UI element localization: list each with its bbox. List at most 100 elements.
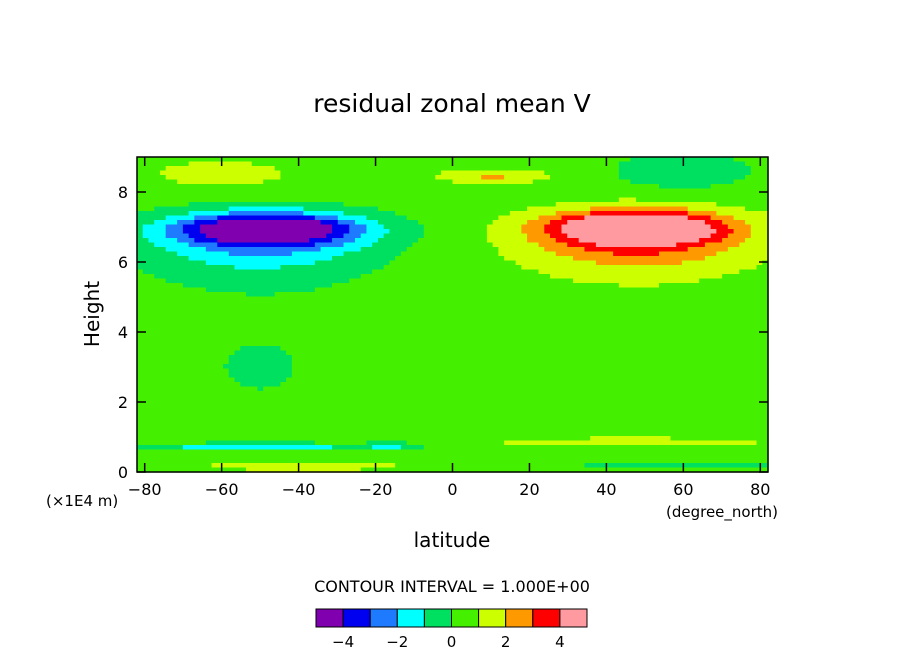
contour-cell xyxy=(607,242,614,248)
contour-cell xyxy=(309,319,316,325)
contour-cell xyxy=(200,197,207,203)
contour-cell xyxy=(481,260,488,266)
contour-cell xyxy=(636,157,643,163)
contour-cell xyxy=(739,256,746,262)
contour-cell xyxy=(291,179,299,185)
contour-cell xyxy=(389,197,396,203)
contour-cell xyxy=(257,328,264,334)
contour-cell xyxy=(200,260,207,266)
contour-cell xyxy=(756,175,763,181)
contour-cell xyxy=(309,179,316,185)
contour-cell xyxy=(360,269,368,275)
contour-cell xyxy=(194,256,201,262)
contour-cell xyxy=(223,319,230,325)
contour-cell xyxy=(429,260,436,266)
contour-cell xyxy=(710,188,717,194)
contour-cell xyxy=(406,296,413,302)
contour-cell xyxy=(653,346,660,352)
contour-cell xyxy=(659,238,666,244)
contour-cell xyxy=(360,283,368,289)
contour-cell xyxy=(630,319,637,325)
contour-cell xyxy=(504,256,511,262)
contour-cell xyxy=(659,305,666,311)
contour-cell xyxy=(458,328,465,334)
contour-cell xyxy=(681,355,689,361)
contour-cell xyxy=(498,337,505,343)
contour-cell xyxy=(676,355,683,361)
contour-cell xyxy=(332,193,339,199)
contour-cell xyxy=(182,161,190,167)
contour-cell xyxy=(211,274,218,280)
contour-cell xyxy=(137,175,144,181)
contour-cell xyxy=(377,305,385,311)
contour-cell xyxy=(676,224,683,230)
contour-cell xyxy=(595,310,603,316)
contour-cell xyxy=(332,179,339,185)
contour-cell xyxy=(148,175,155,181)
contour-cell xyxy=(498,296,505,302)
contour-cell xyxy=(647,193,654,199)
contour-cell xyxy=(240,179,247,185)
contour-cell xyxy=(177,202,184,208)
contour-cell xyxy=(366,283,373,289)
contour-cell xyxy=(613,337,620,343)
chart-title: residual zonal mean V xyxy=(313,89,590,118)
contour-cell xyxy=(595,238,603,244)
contour-cell xyxy=(653,179,660,185)
contour-cell xyxy=(572,260,580,266)
contour-cell xyxy=(601,233,608,239)
contour-cell xyxy=(750,233,758,239)
contour-cell xyxy=(544,283,551,289)
contour-cell xyxy=(297,175,304,181)
contour-cell xyxy=(326,260,333,266)
contour-cell xyxy=(234,175,241,181)
contour-cell xyxy=(486,350,494,356)
contour-cell xyxy=(343,314,350,320)
contour-cell xyxy=(739,292,746,298)
contour-cell xyxy=(727,355,735,361)
contour-cell xyxy=(309,206,316,212)
contour-cell xyxy=(337,157,345,163)
contour-cell xyxy=(750,337,758,343)
contour-cell xyxy=(630,179,637,185)
contour-cell xyxy=(291,278,299,284)
contour-cell xyxy=(332,224,339,230)
contour-cell xyxy=(240,269,247,275)
contour-cell xyxy=(297,314,304,320)
contour-cell xyxy=(509,341,517,347)
contour-cell xyxy=(406,260,413,266)
contour-cell xyxy=(756,287,763,293)
contour-cell xyxy=(664,260,672,266)
contour-cell xyxy=(291,265,299,271)
contour-cell xyxy=(567,211,574,217)
contour-cell xyxy=(303,287,310,293)
contour-cell xyxy=(423,269,431,275)
contour-cell xyxy=(223,350,230,356)
contour-cell xyxy=(733,346,740,352)
contour-cell xyxy=(739,278,746,284)
contour-cell xyxy=(527,301,534,307)
contour-cell xyxy=(251,265,259,271)
contour-cell xyxy=(618,346,626,352)
contour-cell xyxy=(291,274,299,280)
contour-cell xyxy=(607,215,614,221)
contour-cell xyxy=(274,229,282,235)
contour-cell xyxy=(762,341,769,347)
contour-cell xyxy=(383,359,390,365)
contour-cell xyxy=(165,346,173,352)
contour-cell xyxy=(481,206,488,212)
contour-cell xyxy=(527,166,534,172)
contour-cell xyxy=(137,346,144,352)
contour-cell xyxy=(332,229,339,235)
contour-cell xyxy=(624,256,631,262)
contour-cell xyxy=(257,161,264,167)
contour-cell xyxy=(561,157,568,163)
contour-cell xyxy=(550,175,557,181)
contour-cell xyxy=(343,269,350,275)
contour-cell xyxy=(492,305,499,311)
contour-cell xyxy=(681,274,689,280)
contour-cell xyxy=(630,242,637,248)
contour-cell xyxy=(217,170,224,176)
contour-cell xyxy=(188,314,195,320)
contour-cell xyxy=(727,215,735,221)
